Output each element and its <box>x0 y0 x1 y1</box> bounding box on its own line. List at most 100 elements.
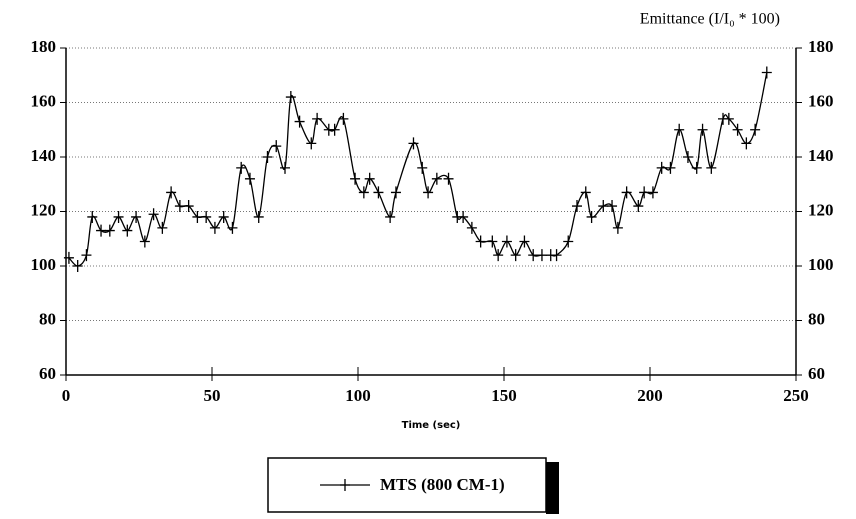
point-marker <box>586 210 597 223</box>
point-marker <box>166 186 177 199</box>
point-marker <box>536 249 547 262</box>
point-marker <box>417 161 428 174</box>
point-marker <box>385 210 396 223</box>
point-marker <box>598 200 609 213</box>
x-tick-label: 250 <box>783 386 809 405</box>
point-marker <box>633 200 644 213</box>
point-marker <box>72 260 83 272</box>
point-marker <box>466 221 477 234</box>
point-marker <box>104 224 115 237</box>
y2-tick-label: 140 <box>808 146 834 165</box>
point-marker <box>358 186 369 199</box>
y-tick-label: 60 <box>39 364 56 383</box>
point-marker <box>493 249 504 262</box>
y-tick-label: 100 <box>31 255 57 274</box>
point-marker <box>139 235 150 248</box>
point-marker <box>408 137 419 150</box>
y2-tick-label: 60 <box>808 364 825 383</box>
point-marker <box>750 123 761 136</box>
point-marker <box>501 235 512 248</box>
point-marker <box>285 91 296 104</box>
point-marker <box>236 161 247 174</box>
point-marker <box>510 249 521 262</box>
point-marker <box>183 200 194 213</box>
x-tick-label: 150 <box>491 386 517 405</box>
point-marker <box>280 161 290 174</box>
point-marker <box>209 221 220 234</box>
legend-box <box>267 457 547 513</box>
point-marker <box>475 235 486 248</box>
y2-tick-label: 180 <box>808 37 834 56</box>
point-marker <box>443 172 454 185</box>
point-marker <box>423 186 434 199</box>
legend-shadow <box>546 462 559 514</box>
point-marker <box>81 249 92 262</box>
point-marker <box>390 186 401 199</box>
point-marker <box>364 172 375 185</box>
x-tick-label: 200 <box>637 386 663 405</box>
point-marker <box>665 161 676 174</box>
point-marker <box>647 186 658 199</box>
point-marker <box>63 251 74 264</box>
point-marker <box>192 210 203 223</box>
point-marker <box>697 123 708 136</box>
point-marker <box>271 140 282 153</box>
point-marker <box>551 249 562 262</box>
point-marker <box>621 186 632 199</box>
point-marker <box>656 161 667 174</box>
point-marker <box>244 172 255 185</box>
point-marker <box>262 151 273 163</box>
point-marker <box>487 235 498 248</box>
point-marker <box>131 210 142 223</box>
point-marker <box>350 172 361 185</box>
legend-label: MTS (800 CM-1) <box>380 475 505 494</box>
point-marker <box>674 123 685 136</box>
point-marker <box>580 186 591 199</box>
point-marker <box>218 210 229 223</box>
point-marker <box>227 221 238 234</box>
point-marker <box>563 235 574 248</box>
y2-tick-label: 120 <box>808 200 834 219</box>
point-marker <box>294 115 305 128</box>
point-marker <box>338 112 349 125</box>
point-marker <box>528 249 539 262</box>
point-marker <box>113 210 124 223</box>
point-marker <box>682 151 693 163</box>
point-marker <box>148 208 159 221</box>
point-marker <box>174 200 185 213</box>
x-tick-label: 100 <box>345 386 371 405</box>
y2-tick-label: 100 <box>808 255 834 274</box>
point-marker <box>639 186 650 199</box>
point-marker <box>732 123 743 136</box>
point-marker <box>96 224 107 237</box>
x-tick-label: 50 <box>204 386 221 405</box>
point-marker <box>306 137 317 150</box>
y2-title: Emittance (I/I₀ * 100) <box>640 11 780 28</box>
point-marker <box>312 112 323 125</box>
point-marker <box>373 186 384 199</box>
point-marker <box>607 200 618 213</box>
point-marker <box>761 66 772 79</box>
y-tick-label: 180 <box>31 37 57 56</box>
y2-tick-label: 160 <box>808 91 834 110</box>
point-marker <box>741 137 752 150</box>
legend-marker <box>340 479 350 491</box>
point-marker <box>87 210 98 223</box>
point-marker <box>253 210 264 223</box>
point-marker <box>691 161 702 174</box>
y-tick-label: 120 <box>31 200 57 219</box>
x-label: Time (sec) <box>402 420 461 431</box>
point-marker <box>122 224 133 237</box>
point-marker <box>157 221 168 234</box>
y2-tick-label: 80 <box>808 309 825 328</box>
point-marker <box>519 235 530 248</box>
point-marker <box>431 172 442 185</box>
point-marker <box>201 210 212 223</box>
x-tick-label: 0 <box>62 386 71 405</box>
point-marker <box>706 161 717 174</box>
point-marker <box>612 221 623 234</box>
point-marker <box>458 210 469 223</box>
point-marker <box>329 123 340 136</box>
y-tick-label: 140 <box>31 146 57 165</box>
